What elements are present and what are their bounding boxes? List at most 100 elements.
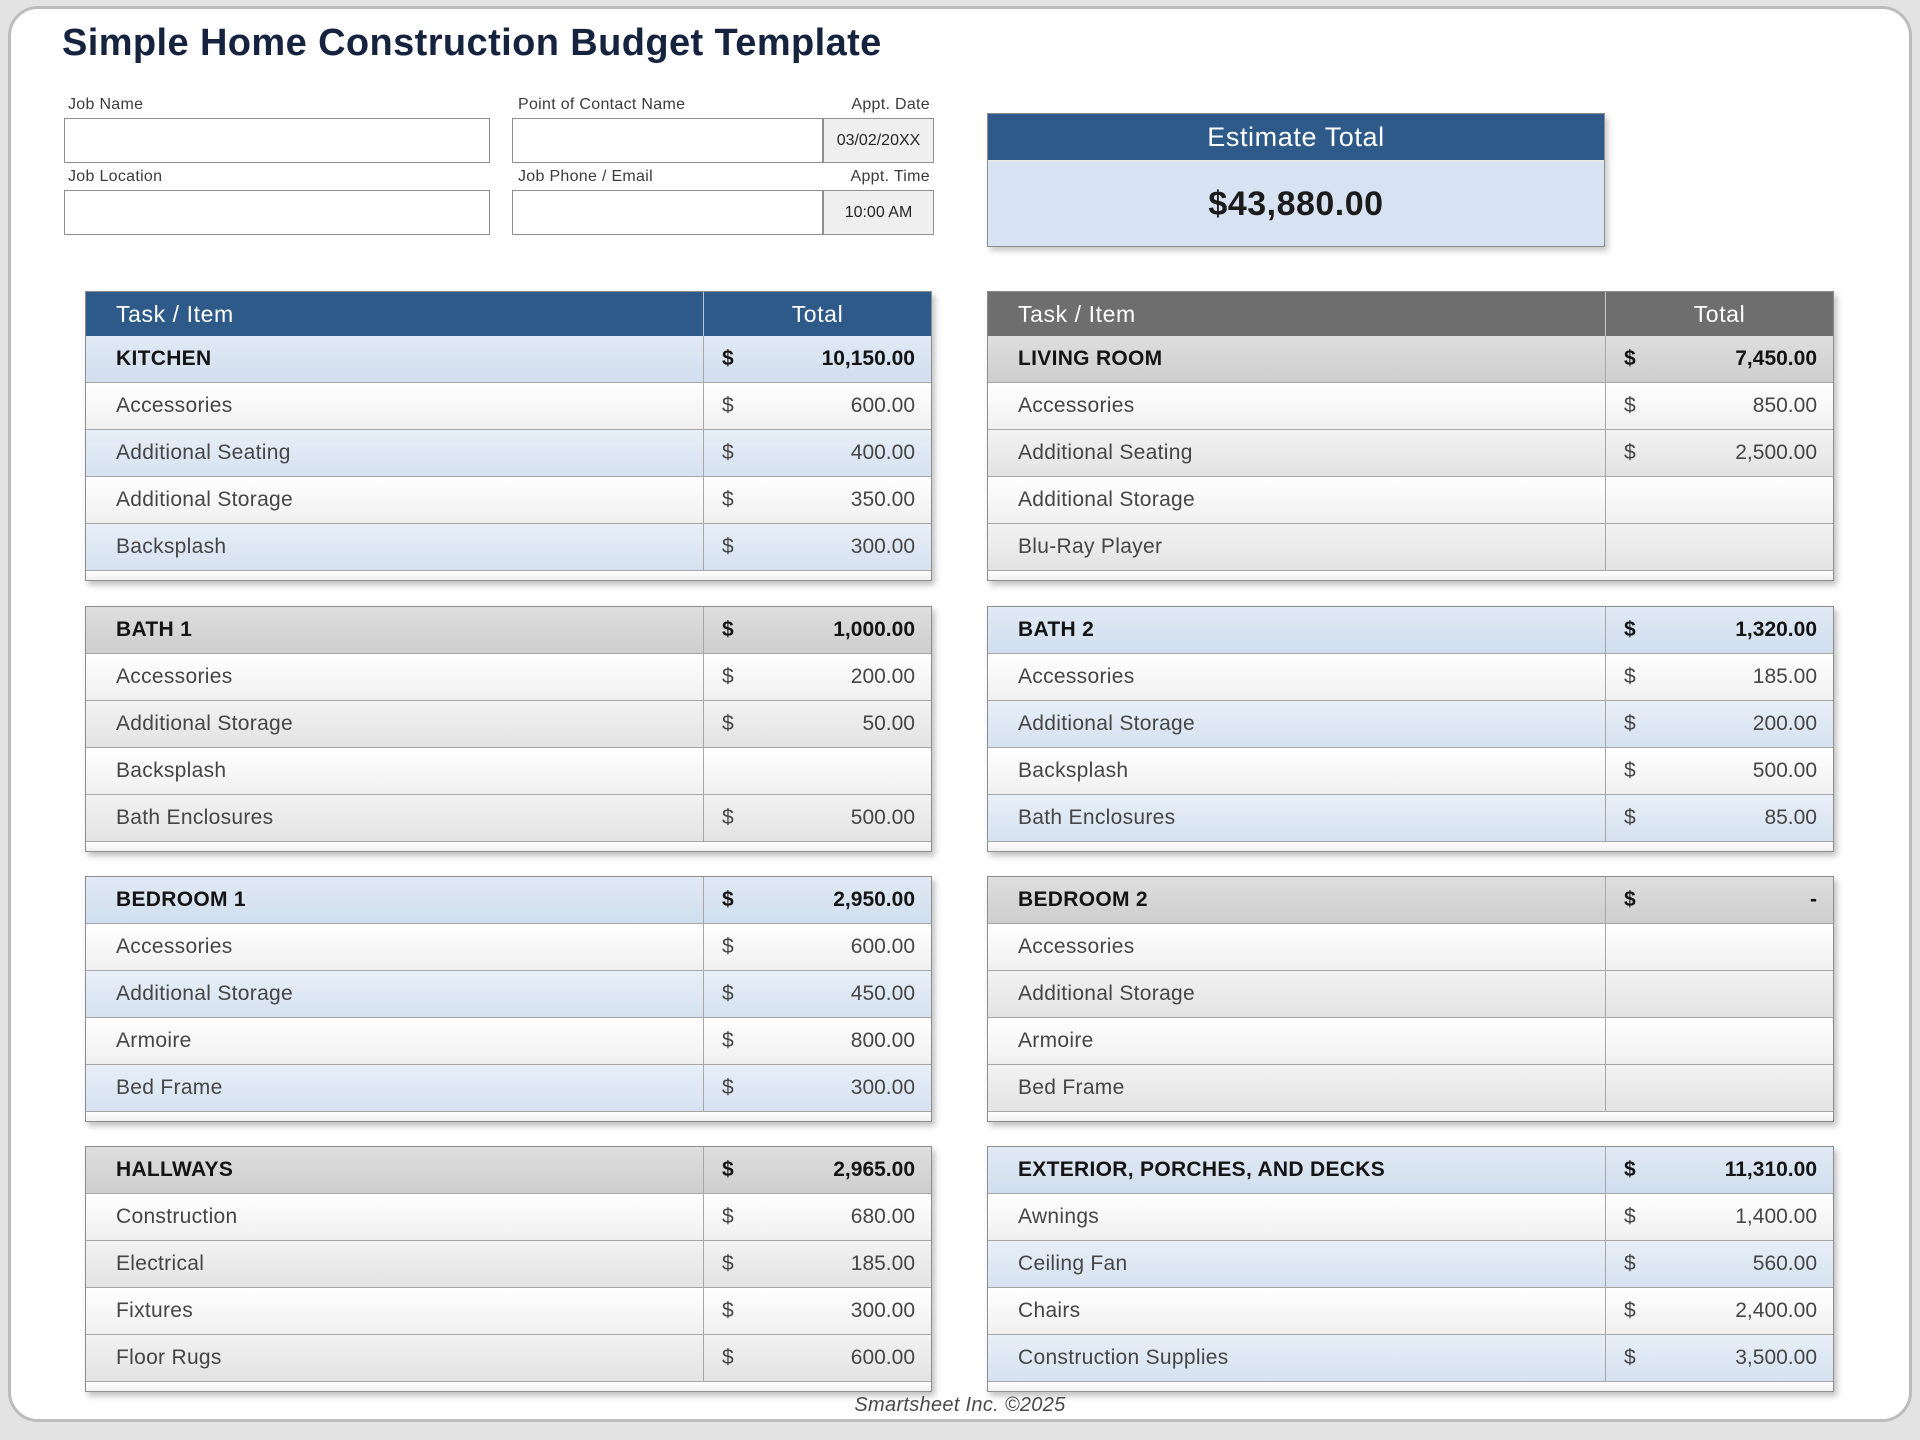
section-name-cell[interactable]: BEDROOM 2 (1018, 888, 1148, 911)
item-name-cell[interactable]: Armoire (116, 1029, 192, 1052)
item-total-cell[interactable] (1605, 971, 1833, 1017)
section-total-cell[interactable]: $ - (1605, 877, 1833, 923)
item-name-cell[interactable]: Armoire (1018, 1029, 1094, 1052)
item-total-cell[interactable] (703, 748, 931, 794)
item-name-cell[interactable]: Backsplash (116, 759, 227, 782)
appt-time-field[interactable]: 10:00 AM (823, 190, 934, 235)
item-total-cell[interactable] (1605, 477, 1833, 523)
item-total-cell[interactable]: $300.00 (703, 1288, 931, 1334)
job-name-input[interactable] (64, 118, 490, 163)
table-column-header: Task / Item Total (86, 292, 931, 336)
item-total-cell[interactable] (1605, 524, 1833, 570)
item-name-cell[interactable]: Floor Rugs (116, 1346, 222, 1369)
budget-table-bedroom-2: BEDROOM 2 $ - Accessories Additional Storage… (987, 876, 1834, 1122)
item-total-cell[interactable]: $85.00 (1605, 795, 1833, 841)
section-name-cell[interactable]: BEDROOM 1 (116, 888, 246, 911)
item-total-cell[interactable]: $1,400.00 (1605, 1194, 1833, 1240)
item-name-cell[interactable]: Bath Enclosures (116, 806, 274, 829)
item-name-cell[interactable]: Fixtures (116, 1299, 194, 1322)
item-name-cell[interactable]: Blu-Ray Player (1018, 535, 1163, 558)
amount-value: 800.00 (850, 1029, 915, 1052)
estimate-total-header: Estimate Total (988, 114, 1604, 162)
item-name-cell[interactable]: Accessories (1018, 935, 1135, 958)
contact-name-input[interactable] (512, 118, 823, 163)
section-name-cell[interactable]: EXTERIOR, PORCHES, AND DECKS (1018, 1158, 1385, 1181)
item-total-cell[interactable]: $2,400.00 (1605, 1288, 1833, 1334)
amount-value: 600.00 (850, 394, 915, 417)
item-total-cell[interactable]: $850.00 (1605, 383, 1833, 429)
job-phone-email-input[interactable] (512, 190, 823, 235)
item-total-cell[interactable]: $200.00 (1605, 701, 1833, 747)
section-name-cell[interactable]: LIVING ROOM (1018, 347, 1163, 370)
item-name-cell[interactable]: Accessories (116, 935, 233, 958)
section-row: KITCHEN $10,150.00 (86, 336, 931, 382)
item-total-cell[interactable]: $450.00 (703, 971, 931, 1017)
item-total-cell[interactable]: $300.00 (703, 1065, 931, 1111)
item-name-cell[interactable]: Bed Frame (1018, 1076, 1125, 1099)
item-name-cell[interactable]: Backsplash (116, 535, 227, 558)
item-total-cell[interactable]: $600.00 (703, 1335, 931, 1381)
item-name-cell[interactable]: Additional Storage (1018, 982, 1196, 1005)
item-total-cell[interactable]: $600.00 (703, 924, 931, 970)
item-total-cell[interactable] (1605, 1065, 1833, 1111)
section-total-cell[interactable]: $11,310.00 (1605, 1147, 1833, 1193)
item-name-cell[interactable]: Accessories (116, 394, 233, 417)
section-total-cell[interactable]: $7,450.00 (1605, 336, 1833, 382)
item-name-cell[interactable]: Accessories (1018, 665, 1135, 688)
amount-value: 300.00 (850, 1076, 915, 1099)
item-total-cell[interactable]: $185.00 (1605, 654, 1833, 700)
item-total-cell[interactable]: $680.00 (703, 1194, 931, 1240)
item-total-cell[interactable]: $500.00 (1605, 748, 1833, 794)
section-total-cell[interactable]: $2,965.00 (703, 1147, 931, 1193)
item-total-cell[interactable]: $300.00 (703, 524, 931, 570)
currency-symbol: $ (1624, 1299, 1636, 1322)
item-total-cell[interactable]: $200.00 (703, 654, 931, 700)
item-name-cell[interactable]: Additional Storage (116, 488, 294, 511)
item-name-cell[interactable]: Ceiling Fan (1018, 1252, 1128, 1275)
item-name-cell[interactable]: Awnings (1018, 1205, 1100, 1228)
section-name-cell[interactable]: BATH 1 (116, 618, 193, 641)
item-name-cell[interactable]: Additional Storage (116, 712, 294, 735)
currency-symbol: $ (722, 618, 734, 641)
item-name-cell[interactable]: Additional Seating (116, 441, 291, 464)
item-total-cell[interactable]: $400.00 (703, 430, 931, 476)
item-name-cell[interactable]: Accessories (1018, 394, 1135, 417)
item-name-cell[interactable]: Additional Storage (1018, 488, 1196, 511)
item-name-cell[interactable]: Additional Storage (1018, 712, 1196, 735)
item-total-cell[interactable]: $3,500.00 (1605, 1335, 1833, 1381)
item-name-cell[interactable]: Bath Enclosures (1018, 806, 1176, 829)
item-name-cell[interactable]: Accessories (116, 665, 233, 688)
item-total-cell[interactable]: $350.00 (703, 477, 931, 523)
item-total-cell[interactable]: $2,500.00 (1605, 430, 1833, 476)
job-location-input[interactable] (64, 190, 490, 235)
item-total-cell[interactable]: $560.00 (1605, 1241, 1833, 1287)
estimate-total-value[interactable]: $43,880.00 (988, 162, 1604, 246)
item-total-cell[interactable]: $50.00 (703, 701, 931, 747)
amount-value: 500.00 (850, 806, 915, 829)
section-name-cell[interactable]: HALLWAYS (116, 1158, 234, 1181)
item-total-cell[interactable] (1605, 924, 1833, 970)
item-name-cell[interactable]: Additional Seating (1018, 441, 1193, 464)
section-total-cell[interactable]: $2,950.00 (703, 877, 931, 923)
section-total-cell[interactable]: $1,320.00 (1605, 607, 1833, 653)
item-total-cell[interactable]: $185.00 (703, 1241, 931, 1287)
item-name-cell[interactable]: Additional Storage (116, 982, 294, 1005)
item-name-cell[interactable]: Backsplash (1018, 759, 1129, 782)
item-total-cell[interactable]: $600.00 (703, 383, 931, 429)
item-total-cell[interactable]: $800.00 (703, 1018, 931, 1064)
amount-value: 185.00 (850, 1252, 915, 1275)
item-name-cell[interactable]: Construction Supplies (1018, 1346, 1229, 1369)
section-name-cell[interactable]: KITCHEN (116, 347, 212, 370)
section-name-cell[interactable]: BATH 2 (1018, 618, 1095, 641)
item-name-cell[interactable]: Construction (116, 1205, 238, 1228)
section-total-cell[interactable]: $10,150.00 (703, 336, 931, 382)
item-total-cell[interactable] (1605, 1018, 1833, 1064)
appt-time-label: Appt. Time (850, 168, 930, 185)
item-total-cell[interactable]: $500.00 (703, 795, 931, 841)
appt-date-field[interactable]: 03/02/20XX (823, 118, 934, 163)
section-total-cell[interactable]: $1,000.00 (703, 607, 931, 653)
item-name-cell[interactable]: Chairs (1018, 1299, 1081, 1322)
currency-symbol: $ (1624, 759, 1636, 782)
item-name-cell[interactable]: Electrical (116, 1252, 205, 1275)
item-name-cell[interactable]: Bed Frame (116, 1076, 223, 1099)
